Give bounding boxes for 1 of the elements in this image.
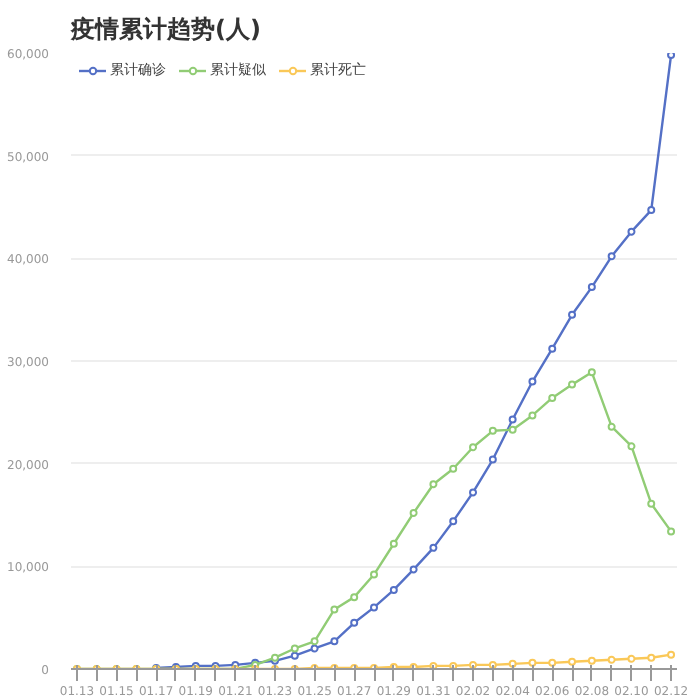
chart-title: 疫情累计趋势(人) xyxy=(69,15,261,43)
